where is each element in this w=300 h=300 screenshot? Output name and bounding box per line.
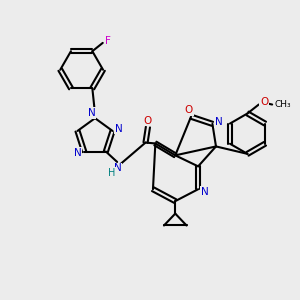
Text: N: N	[115, 124, 123, 134]
Text: O: O	[260, 97, 268, 107]
Text: N: N	[88, 108, 95, 118]
Text: N: N	[114, 164, 122, 173]
Text: O: O	[144, 116, 152, 126]
Text: O: O	[184, 105, 193, 115]
Text: CH₃: CH₃	[274, 100, 291, 109]
Text: N: N	[215, 117, 223, 128]
Text: F: F	[105, 36, 111, 46]
Text: N: N	[201, 187, 208, 197]
Text: N: N	[74, 148, 82, 158]
Text: H: H	[108, 168, 116, 178]
